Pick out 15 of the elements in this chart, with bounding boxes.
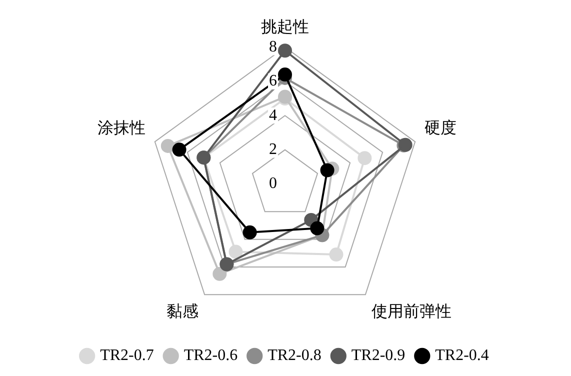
spoke-label: 硬度 [424,119,457,138]
legend-label: TR2-0.4 [435,347,489,364]
spoke-label: 使用前弹性 [371,302,452,321]
y-tick-label: 8 [269,38,277,56]
y-tick-label: 2 [269,141,277,158]
y-tick-label: 4 [269,106,277,124]
y-tick-label: 0 [269,175,277,192]
legend-label: TR2-0.9 [351,347,406,364]
spoke-label: 挑起性 [261,18,309,36]
spoke-label: 黏感 [166,302,199,321]
y-tick-label: 6 [269,72,277,90]
legend-label: TR2-0.7 [100,347,154,364]
legend-label: TR2-0.8 [268,347,322,364]
legend-label: TR2-0.6 [184,347,238,364]
spoke-label: 涂抹性 [97,120,146,138]
